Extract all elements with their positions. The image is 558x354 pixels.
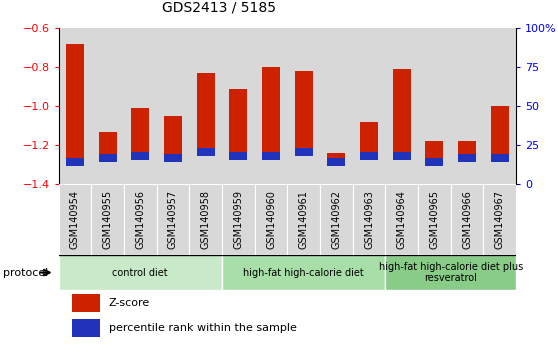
Bar — [124, 28, 157, 184]
Bar — [196, 73, 215, 148]
FancyBboxPatch shape — [483, 184, 516, 255]
Bar — [222, 28, 254, 184]
Bar — [254, 28, 287, 184]
Bar — [196, 148, 215, 156]
Bar — [131, 108, 150, 152]
Bar — [73, 294, 100, 312]
Bar — [491, 106, 509, 154]
Bar — [295, 148, 312, 156]
FancyBboxPatch shape — [353, 184, 386, 255]
Text: protocol: protocol — [3, 268, 48, 278]
Text: GSM140967: GSM140967 — [495, 190, 505, 249]
Text: GSM140962: GSM140962 — [331, 190, 341, 249]
Text: control diet: control diet — [113, 268, 168, 278]
FancyBboxPatch shape — [124, 184, 157, 255]
Bar — [66, 158, 84, 166]
Text: GDS2413 / 5185: GDS2413 / 5185 — [162, 0, 276, 14]
Text: high-fat high-calorie diet: high-fat high-calorie diet — [243, 268, 364, 278]
Text: GSM140954: GSM140954 — [70, 190, 80, 249]
Bar — [393, 69, 411, 152]
Bar — [73, 319, 100, 337]
Bar — [360, 122, 378, 152]
Bar — [425, 141, 444, 158]
Text: high-fat high-calorie diet plus
resveratrol: high-fat high-calorie diet plus resverat… — [379, 262, 523, 284]
Bar — [229, 152, 247, 160]
Bar — [66, 44, 84, 158]
Bar — [491, 154, 509, 162]
Text: GSM140966: GSM140966 — [462, 190, 472, 249]
Bar — [92, 28, 124, 184]
FancyBboxPatch shape — [157, 184, 189, 255]
Bar — [425, 158, 444, 166]
Bar — [262, 67, 280, 152]
FancyBboxPatch shape — [386, 255, 516, 290]
Bar — [164, 116, 182, 154]
Bar — [320, 28, 353, 184]
Text: GSM140956: GSM140956 — [135, 190, 145, 249]
Bar — [287, 28, 320, 184]
Bar — [386, 28, 418, 184]
Bar — [59, 28, 92, 184]
Text: Z-score: Z-score — [109, 298, 150, 308]
Bar — [360, 152, 378, 160]
FancyBboxPatch shape — [386, 184, 418, 255]
Bar — [328, 158, 345, 166]
Bar — [458, 154, 476, 162]
Text: GSM140965: GSM140965 — [430, 190, 440, 249]
Bar — [295, 71, 312, 148]
FancyBboxPatch shape — [451, 184, 483, 255]
Bar — [131, 152, 150, 160]
FancyBboxPatch shape — [418, 184, 451, 255]
Bar — [229, 89, 247, 152]
Bar — [393, 152, 411, 160]
Bar — [99, 132, 117, 154]
Bar — [353, 28, 386, 184]
FancyBboxPatch shape — [92, 184, 124, 255]
Text: percentile rank within the sample: percentile rank within the sample — [109, 323, 297, 333]
Bar — [164, 154, 182, 162]
FancyBboxPatch shape — [287, 184, 320, 255]
FancyBboxPatch shape — [222, 255, 386, 290]
Bar — [458, 141, 476, 154]
FancyBboxPatch shape — [59, 184, 92, 255]
Text: GSM140957: GSM140957 — [168, 190, 178, 249]
Bar — [189, 28, 222, 184]
FancyBboxPatch shape — [59, 255, 222, 290]
Bar — [157, 28, 189, 184]
Text: GSM140960: GSM140960 — [266, 190, 276, 249]
Bar — [262, 152, 280, 160]
Text: GSM140959: GSM140959 — [233, 190, 243, 249]
Bar — [99, 154, 117, 162]
Text: GSM140961: GSM140961 — [299, 190, 309, 249]
Text: GSM140955: GSM140955 — [103, 190, 113, 249]
Bar — [451, 28, 483, 184]
Text: GSM140964: GSM140964 — [397, 190, 407, 249]
Bar — [483, 28, 516, 184]
Text: GSM140958: GSM140958 — [201, 190, 211, 249]
FancyBboxPatch shape — [320, 184, 353, 255]
Text: GSM140963: GSM140963 — [364, 190, 374, 249]
FancyBboxPatch shape — [254, 184, 287, 255]
FancyBboxPatch shape — [189, 184, 222, 255]
Bar — [418, 28, 451, 184]
FancyBboxPatch shape — [222, 184, 254, 255]
Bar — [328, 153, 345, 158]
